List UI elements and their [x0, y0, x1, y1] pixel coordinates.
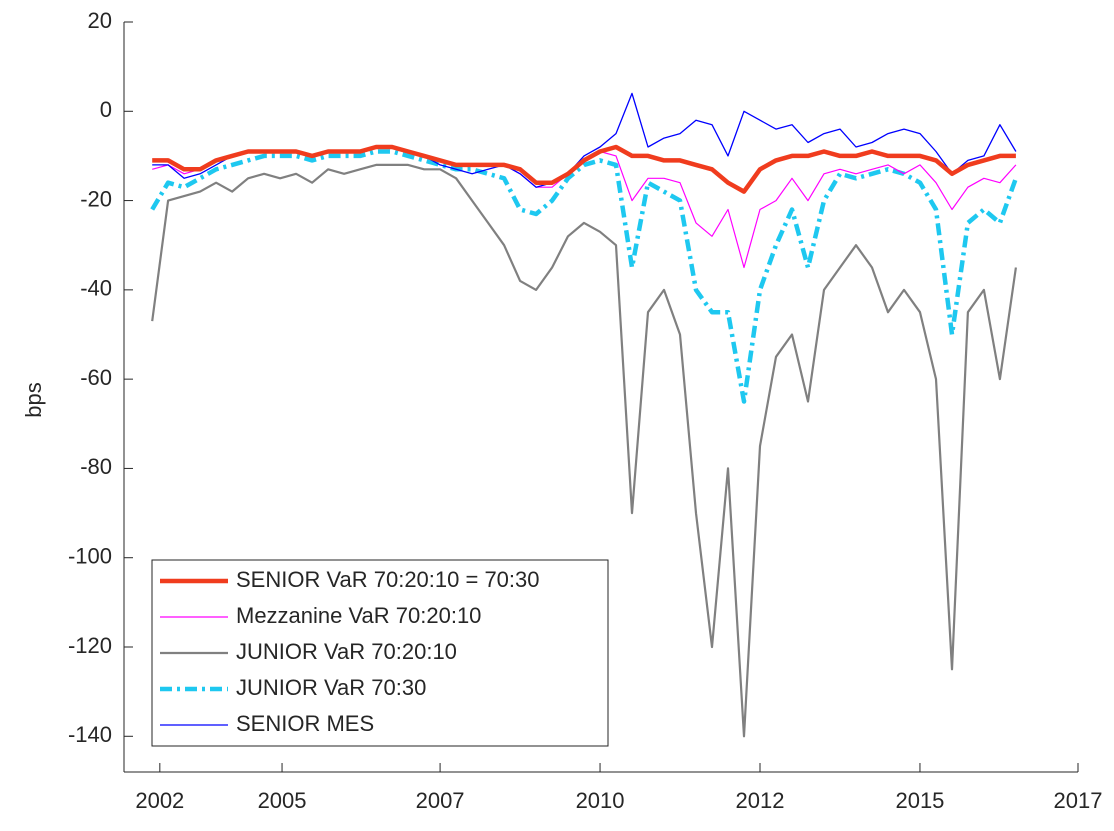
legend-label: Mezzanine VaR 70:20:10: [236, 603, 481, 628]
series-line: [152, 92, 1017, 188]
y-tick-label: -20: [80, 186, 112, 211]
x-tick-label: 2015: [895, 788, 944, 813]
legend-label: SENIOR MES: [236, 711, 374, 736]
y-tick-label: 0: [100, 97, 112, 122]
x-tick-label: 2017: [1054, 788, 1103, 813]
legend-label: SENIOR VaR 70:20:10 = 70:30: [236, 567, 540, 592]
x-tick-label: 2012: [736, 788, 785, 813]
series-line: [151, 163, 1017, 738]
legend-label: JUNIOR VaR 70:20:10: [236, 639, 457, 664]
x-tick-label: 2007: [416, 788, 465, 813]
y-tick-label: 20: [88, 8, 112, 33]
y-tick-label: -100: [68, 544, 112, 569]
x-tick-label: 2010: [576, 788, 625, 813]
y-axis-label: bps: [21, 382, 46, 417]
legend-label: JUNIOR VaR 70:30: [236, 675, 426, 700]
y-tick-label: -40: [80, 276, 112, 301]
y-tick-label: -140: [68, 722, 112, 747]
y-tick-label: -80: [80, 454, 112, 479]
x-tick-label: 2002: [135, 788, 184, 813]
series-line: [150, 149, 1019, 404]
y-tick-label: -60: [80, 365, 112, 390]
x-tick-label: 2005: [258, 788, 307, 813]
y-tick-label: -120: [68, 633, 112, 658]
series-line: [152, 144, 1016, 194]
